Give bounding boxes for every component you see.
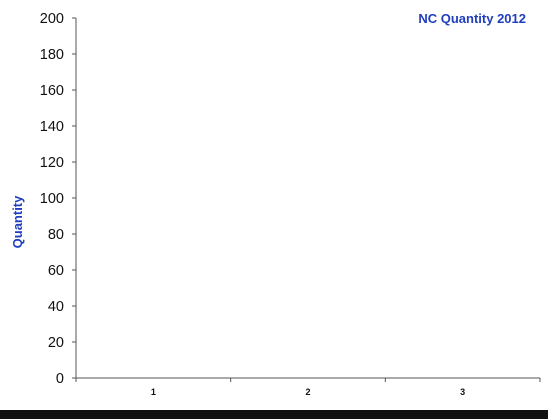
x-tick-label: 1: [151, 387, 156, 397]
chart: 0 20 40 60 80 100 120 140 160 180 200 1 2 3 NC Quant…: [10, 11, 541, 397]
y-tick-label: 40: [48, 299, 64, 315]
y-tick-label: 100: [40, 191, 64, 207]
y-axis-ticks: 0 20 40 60 80 100 120 140 160 180 200: [40, 11, 76, 387]
y-axis-label: Quantity: [10, 195, 25, 248]
y-tick-label: 0: [56, 371, 64, 387]
x-tick-label: 2: [305, 387, 310, 397]
y-tick-label: 80: [48, 227, 64, 243]
y-tick-label: 160: [40, 83, 64, 99]
axes: [75, 18, 540, 379]
y-tick-label: 140: [40, 119, 64, 135]
y-tick-label: 120: [40, 155, 64, 171]
x-tick-label: 3: [460, 387, 465, 397]
x-axis-ticks: 1 2 3: [75, 378, 541, 397]
y-tick-label: 180: [40, 47, 64, 63]
bottom-border-bar: [0, 410, 548, 419]
y-tick-label: 20: [48, 335, 64, 351]
y-tick-label: 200: [40, 11, 64, 27]
y-tick-label: 60: [48, 263, 64, 279]
chart-title: NC Quantity 2012: [418, 11, 526, 26]
